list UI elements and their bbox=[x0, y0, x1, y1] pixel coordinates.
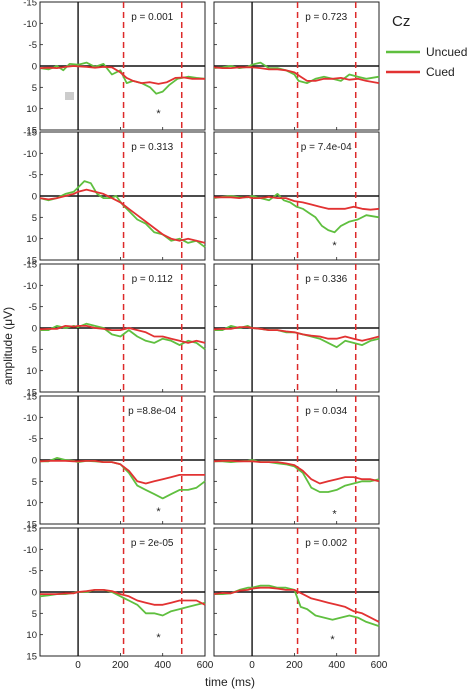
y-tick-label: 0 bbox=[32, 324, 37, 335]
panel-5: -15 -10 -5 0 5 10 15 p = 0.112 bbox=[23, 260, 206, 399]
y-tick-label: -15 bbox=[23, 128, 37, 139]
y-tick-label: -5 bbox=[29, 40, 37, 51]
x-tick-label: 0 bbox=[75, 660, 81, 671]
series-line-cued bbox=[213, 586, 380, 623]
y-tick-label: -15 bbox=[23, 524, 37, 535]
series-line-cued bbox=[40, 589, 206, 606]
y-tick-label: 10 bbox=[26, 234, 37, 245]
p-value-label: p = 0.002 bbox=[305, 538, 347, 549]
y-tick-label: 15 bbox=[26, 126, 37, 137]
series-line-cued bbox=[39, 65, 205, 85]
y-tick-label: 0 bbox=[32, 192, 37, 203]
y-tick-label: 0 bbox=[32, 588, 37, 599]
series-line-cued bbox=[39, 324, 206, 344]
y-tick-label: -5 bbox=[29, 434, 37, 445]
y-tick-label: 15 bbox=[26, 520, 37, 531]
significance-star: * bbox=[330, 634, 335, 646]
y-tick-label: 10 bbox=[26, 498, 37, 509]
series-line-cued bbox=[214, 195, 380, 211]
p-value-label: p = 0.112 bbox=[132, 274, 174, 285]
panel-10: 0 200 400 600 p = 0.002 * bbox=[213, 527, 388, 671]
series-line-cued bbox=[39, 188, 206, 244]
x-axis-label: time (ms) bbox=[205, 675, 255, 689]
significance-star: * bbox=[332, 508, 337, 520]
series-line-uncued bbox=[214, 324, 380, 349]
y-tick-label: 0 bbox=[32, 456, 37, 467]
series-line-cued bbox=[213, 66, 380, 84]
y-tick-label: 5 bbox=[32, 345, 37, 356]
y-tick-label: -5 bbox=[29, 566, 37, 577]
p-value-label: p = 0.723 bbox=[305, 12, 347, 23]
x-tick-label: 400 bbox=[328, 660, 345, 671]
p-value-label: p = 0.336 bbox=[305, 274, 347, 285]
y-tick-label: -10 bbox=[23, 19, 37, 30]
panel-6: p = 0.336 bbox=[213, 263, 380, 393]
significance-star: * bbox=[156, 108, 161, 120]
series-line-cued bbox=[213, 459, 380, 485]
series-line-uncued bbox=[39, 180, 206, 248]
panel-2: p = 0.723 bbox=[213, 1, 380, 131]
legend-title: Cz bbox=[392, 13, 410, 30]
y-tick-label: 5 bbox=[32, 609, 37, 620]
y-tick-label: 10 bbox=[26, 104, 37, 115]
y-tick-label: 5 bbox=[32, 213, 37, 224]
y-tick-label: -10 bbox=[23, 149, 37, 160]
x-tick-label: 0 bbox=[249, 660, 255, 671]
panel-1: -15 -10 -5 0 5 10 15 p = 0.001 * bbox=[23, 0, 206, 137]
significance-star: * bbox=[156, 632, 161, 644]
panel-7: -15 -10 -5 0 5 10 15 p =8.8e-04 * bbox=[23, 392, 206, 531]
x-tick-label: 200 bbox=[286, 660, 303, 671]
panel-9: -15 -10 -5 0 5 10 15 0 200 400 600 p = 2e-05 * bbox=[23, 524, 214, 672]
significance-star: * bbox=[156, 506, 161, 518]
y-tick-label: -15 bbox=[23, 0, 37, 9]
y-tick-label: 10 bbox=[26, 630, 37, 641]
y-tick-label: -5 bbox=[29, 302, 37, 313]
p-value-label: p = 7.4e-04 bbox=[301, 142, 352, 153]
legend: Cz Uncued Cued bbox=[386, 13, 467, 79]
y-tick-label: 5 bbox=[32, 83, 37, 94]
p-value-label: p = 0.034 bbox=[305, 406, 347, 417]
panel-8: p = 0.034 * bbox=[213, 395, 380, 525]
y-tick-label: -15 bbox=[23, 260, 37, 271]
series-line-uncued bbox=[214, 459, 380, 493]
y-tick-label: 15 bbox=[26, 652, 37, 663]
y-tick-label: 0 bbox=[32, 62, 37, 73]
y-axis-label: amplitude (μV) bbox=[1, 307, 15, 385]
y-tick-label: -10 bbox=[23, 281, 37, 292]
p-value-label: p = 2e-05 bbox=[131, 538, 174, 549]
y-tick-label: -5 bbox=[29, 170, 37, 181]
panel-4: p = 7.4e-04 * bbox=[213, 131, 380, 261]
series-line-uncued bbox=[40, 322, 206, 351]
y-tick-label: 10 bbox=[26, 366, 37, 377]
y-tick-label: 5 bbox=[32, 477, 37, 488]
x-tick-label: 600 bbox=[371, 660, 388, 671]
x-tick-label: 400 bbox=[154, 660, 171, 671]
legend-label-cued: Cued bbox=[426, 65, 455, 79]
y-tick-label: 15 bbox=[26, 256, 37, 267]
y-tick-label: -15 bbox=[23, 392, 37, 403]
series-line-cued bbox=[39, 459, 205, 485]
p-value-label: p = 0.001 bbox=[131, 12, 173, 23]
legend-label-uncued: Uncued bbox=[426, 45, 467, 59]
y-tick-label: -10 bbox=[23, 413, 37, 424]
series-line-uncued bbox=[40, 456, 206, 500]
p-value-label: p = 0.313 bbox=[131, 142, 173, 153]
y-tick-label: -10 bbox=[23, 545, 37, 556]
panel-3: -15 -10 -5 0 5 10 15 p = 0.313 bbox=[23, 128, 206, 267]
x-tick-label: 200 bbox=[112, 660, 129, 671]
x-tick-label: 600 bbox=[197, 660, 214, 671]
p-value-label: p =8.8e-04 bbox=[128, 406, 177, 417]
gray-marker bbox=[65, 92, 74, 100]
series-line-cued bbox=[213, 326, 380, 342]
y-tick-label: 15 bbox=[26, 388, 37, 399]
significance-star: * bbox=[332, 240, 337, 252]
series-line-uncued bbox=[213, 192, 380, 234]
